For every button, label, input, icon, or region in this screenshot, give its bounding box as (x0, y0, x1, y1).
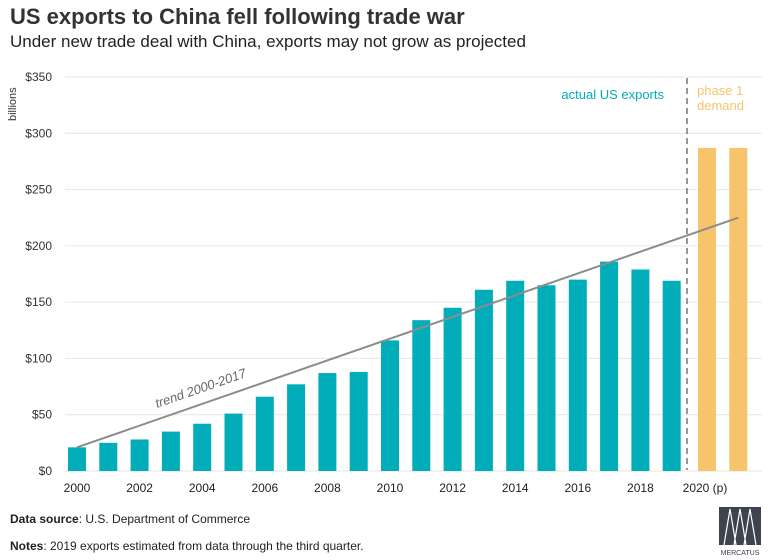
bar-2014 (506, 280, 525, 471)
bar-2009 (349, 371, 368, 471)
y-tick-label: $100 (25, 351, 52, 365)
source-text: : U.S. Department of Commerce (78, 512, 251, 526)
x-tick-label: 2014 (502, 481, 529, 495)
bar-2006 (255, 396, 274, 471)
bar-2021 (729, 147, 748, 472)
x-tick-label: 2002 (126, 481, 153, 495)
bar-2018 (631, 269, 650, 471)
bar-2001 (99, 442, 118, 471)
bar-2003 (161, 431, 180, 471)
bar-2015 (537, 285, 556, 471)
y-tick-label: $0 (39, 464, 53, 478)
notes-label: Notes (10, 539, 44, 553)
svg-text:MERCATUS: MERCATUS (721, 550, 760, 557)
y-tick-label: $50 (32, 408, 52, 422)
bar-2017 (600, 261, 619, 471)
actual-exports-label: actual US exports (561, 87, 664, 102)
y-tick-label: $300 (25, 126, 52, 140)
x-tick-label: 2010 (377, 481, 404, 495)
bar-2000 (68, 447, 86, 471)
y-axis-label: billions (7, 87, 19, 121)
phase-label-line2: demand (697, 98, 744, 113)
chart-subtitle: Under new trade deal with China, exports… (10, 32, 526, 51)
y-tick-label: $150 (25, 295, 52, 309)
bar-2019 (662, 280, 681, 471)
x-tick-label: 2012 (439, 481, 466, 495)
bar-2012 (443, 307, 462, 471)
bar-2005 (224, 413, 243, 471)
mercatus-logo: MERCATUS (719, 507, 761, 557)
y-tick-label: $200 (25, 239, 52, 253)
y-tick-label: $350 (25, 70, 52, 84)
bar-chart: $0$50$100$150$200$250$300$350billionstre… (7, 70, 762, 495)
x-tick-label: 2004 (189, 481, 216, 495)
x-tick-label: 2020 (p) (683, 481, 728, 495)
notes: Notes: 2019 exports estimated from data … (10, 539, 364, 553)
x-tick-label: 2008 (314, 481, 341, 495)
trend-line (76, 216, 739, 449)
data-source: Data source: U.S. Department of Commerce (10, 512, 250, 526)
bar-2011 (412, 320, 431, 471)
bar-2020 (698, 147, 716, 472)
bar-2004 (193, 423, 212, 471)
bar-2002 (130, 439, 149, 471)
bar-2010 (381, 340, 399, 471)
chart-title: US exports to China fell following trade… (10, 4, 465, 29)
phase-label-line1: phase 1 (697, 83, 743, 98)
bar-2007 (287, 384, 306, 471)
x-tick-label: 2000 (64, 481, 91, 495)
notes-text: : 2019 exports estimated from data throu… (43, 539, 364, 553)
source-label: Data source (10, 512, 79, 526)
bar-2013 (474, 289, 493, 471)
bar-2008 (318, 373, 337, 471)
y-tick-label: $250 (25, 183, 52, 197)
x-tick-label: 2018 (627, 481, 654, 495)
bar-2016 (568, 279, 587, 471)
x-tick-label: 2006 (251, 481, 278, 495)
x-tick-label: 2016 (564, 481, 591, 495)
